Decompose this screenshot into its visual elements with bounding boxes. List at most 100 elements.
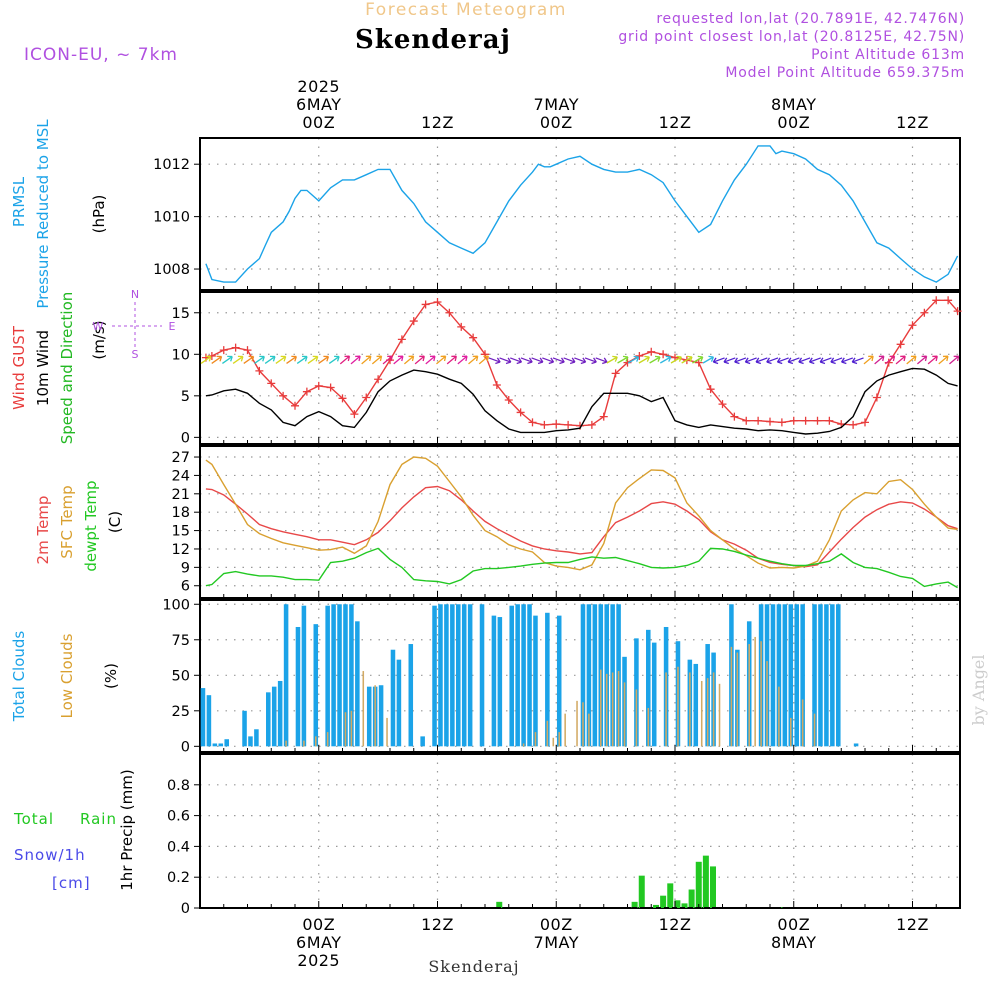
wind-arrow-icon xyxy=(649,355,661,364)
compass-cross xyxy=(112,302,162,350)
ytick-label: 27 xyxy=(172,450,190,466)
precip-bar xyxy=(631,901,638,908)
panel-unit-pressure: (hPa) xyxy=(90,195,108,234)
cloud-bar xyxy=(337,604,342,747)
cloud-bar xyxy=(582,702,584,747)
wind-arrow-icon xyxy=(403,355,415,365)
header: Forecast Meteogram Skenderaj ICON-EU, ~ … xyxy=(24,0,964,81)
series-line xyxy=(205,547,958,589)
ytick-label: 100 xyxy=(162,597,190,613)
precip-bar xyxy=(674,900,681,908)
time-label: 7MAY xyxy=(534,933,579,952)
wind-arrow-icon xyxy=(457,355,468,365)
wind-arrow-icon xyxy=(916,355,928,365)
ytick-label: 12 xyxy=(172,542,190,558)
gust-marker xyxy=(730,412,739,421)
ytick-label: 0 xyxy=(181,430,190,446)
panel-label-low-clouds: Low Clouds xyxy=(58,633,76,718)
gust-marker xyxy=(908,321,917,330)
cloud-bar xyxy=(355,621,360,747)
wind-arrow-icon xyxy=(841,357,854,365)
cloud-bar xyxy=(438,604,443,747)
cloud-bar xyxy=(283,604,289,747)
ytick-label: 0.8 xyxy=(167,778,190,794)
cloud-bar xyxy=(218,743,224,747)
wind-arrow-icon xyxy=(734,357,747,365)
cloud-bar xyxy=(390,649,396,747)
wind-arrow-icon xyxy=(307,355,319,364)
wind-arrow-icon xyxy=(286,355,297,364)
cloud-bar xyxy=(349,604,354,747)
cloud-bar xyxy=(444,604,449,747)
precip-bar xyxy=(653,904,659,908)
panel-precip: 0 0.2 0.4 0.6 0.8 xyxy=(167,753,961,917)
wind-arrow-icon xyxy=(488,357,501,365)
wind-arrow-icon xyxy=(744,357,757,365)
compass-e: E xyxy=(169,320,176,333)
time-label: 00Z xyxy=(777,113,810,132)
gust-marker xyxy=(362,393,371,402)
cloud-bar xyxy=(646,629,651,747)
panel-wind: 0 5 10 15 xyxy=(172,291,962,446)
cloud-bar xyxy=(254,729,259,747)
cloud-bar xyxy=(461,604,467,747)
gust-marker xyxy=(789,416,798,425)
panel-label-gust: Wind GUST xyxy=(10,325,28,410)
wind-arrow-icon xyxy=(318,355,330,364)
cloud-bar xyxy=(456,604,461,747)
gust-marker xyxy=(706,385,715,394)
gust-marker xyxy=(421,300,430,309)
panel-unit-precip: 1hr Precip (mm) xyxy=(118,769,136,890)
wind-arrow-icon xyxy=(531,357,544,365)
cloud-bar xyxy=(285,740,287,747)
wind-arrow-icon xyxy=(638,355,650,364)
cloud-bar xyxy=(665,672,667,747)
cloud-bar xyxy=(420,736,425,747)
cloud-bar xyxy=(521,604,526,747)
precip-bar xyxy=(681,903,688,908)
gust-marker xyxy=(279,391,288,400)
gust-marker xyxy=(231,343,240,352)
ytick-label: 75 xyxy=(172,633,190,649)
cloud-bar xyxy=(396,659,402,747)
cloud-bar xyxy=(623,682,626,747)
wind-arrow-icon xyxy=(776,357,789,365)
wind-arrow-icon xyxy=(361,355,372,365)
gust-marker xyxy=(397,335,406,344)
cloud-bar xyxy=(522,743,525,747)
wind-arrow-icon xyxy=(382,355,393,365)
cloud-bar xyxy=(378,685,384,747)
ytick-label: 1010 xyxy=(153,210,190,226)
panel-label-pressure-msl: Pressure Reduced to MSL xyxy=(34,119,52,309)
wind-arrow-icon xyxy=(520,357,533,365)
wind-arrow-icon xyxy=(787,357,800,365)
time-label: 00Z xyxy=(302,915,335,934)
gust-marker xyxy=(718,400,727,409)
cloud-bar xyxy=(693,663,699,747)
gust-marker xyxy=(801,416,810,425)
wind-arrow-icon xyxy=(414,355,425,365)
cloud-bar xyxy=(736,652,739,747)
ytick-label: 0.2 xyxy=(167,870,190,886)
cloud-bar xyxy=(782,604,788,747)
gust-marker xyxy=(587,420,596,429)
panel-pressure: 1008 1010 1012 xyxy=(153,137,961,291)
time-label: 2025 xyxy=(297,951,340,970)
cloud-bar xyxy=(794,604,799,747)
wind-arrow-icon xyxy=(863,355,874,365)
cloud-bar xyxy=(343,604,348,747)
gust-marker xyxy=(564,420,573,429)
wind-arrows xyxy=(200,355,960,365)
panel-label-wind: 10m Wind xyxy=(34,330,52,406)
panel-temp: 6 9 12 15 18 21 24 27 xyxy=(172,445,961,599)
watermark: by Angel xyxy=(969,654,988,725)
gust-marker xyxy=(896,340,905,349)
gust-marker xyxy=(445,308,454,317)
wind-arrow-icon xyxy=(254,355,265,364)
gust-marker xyxy=(504,395,513,404)
cloud-bar xyxy=(611,672,614,747)
wind-arrow-icon xyxy=(712,357,725,365)
cloud-bar xyxy=(824,604,829,747)
